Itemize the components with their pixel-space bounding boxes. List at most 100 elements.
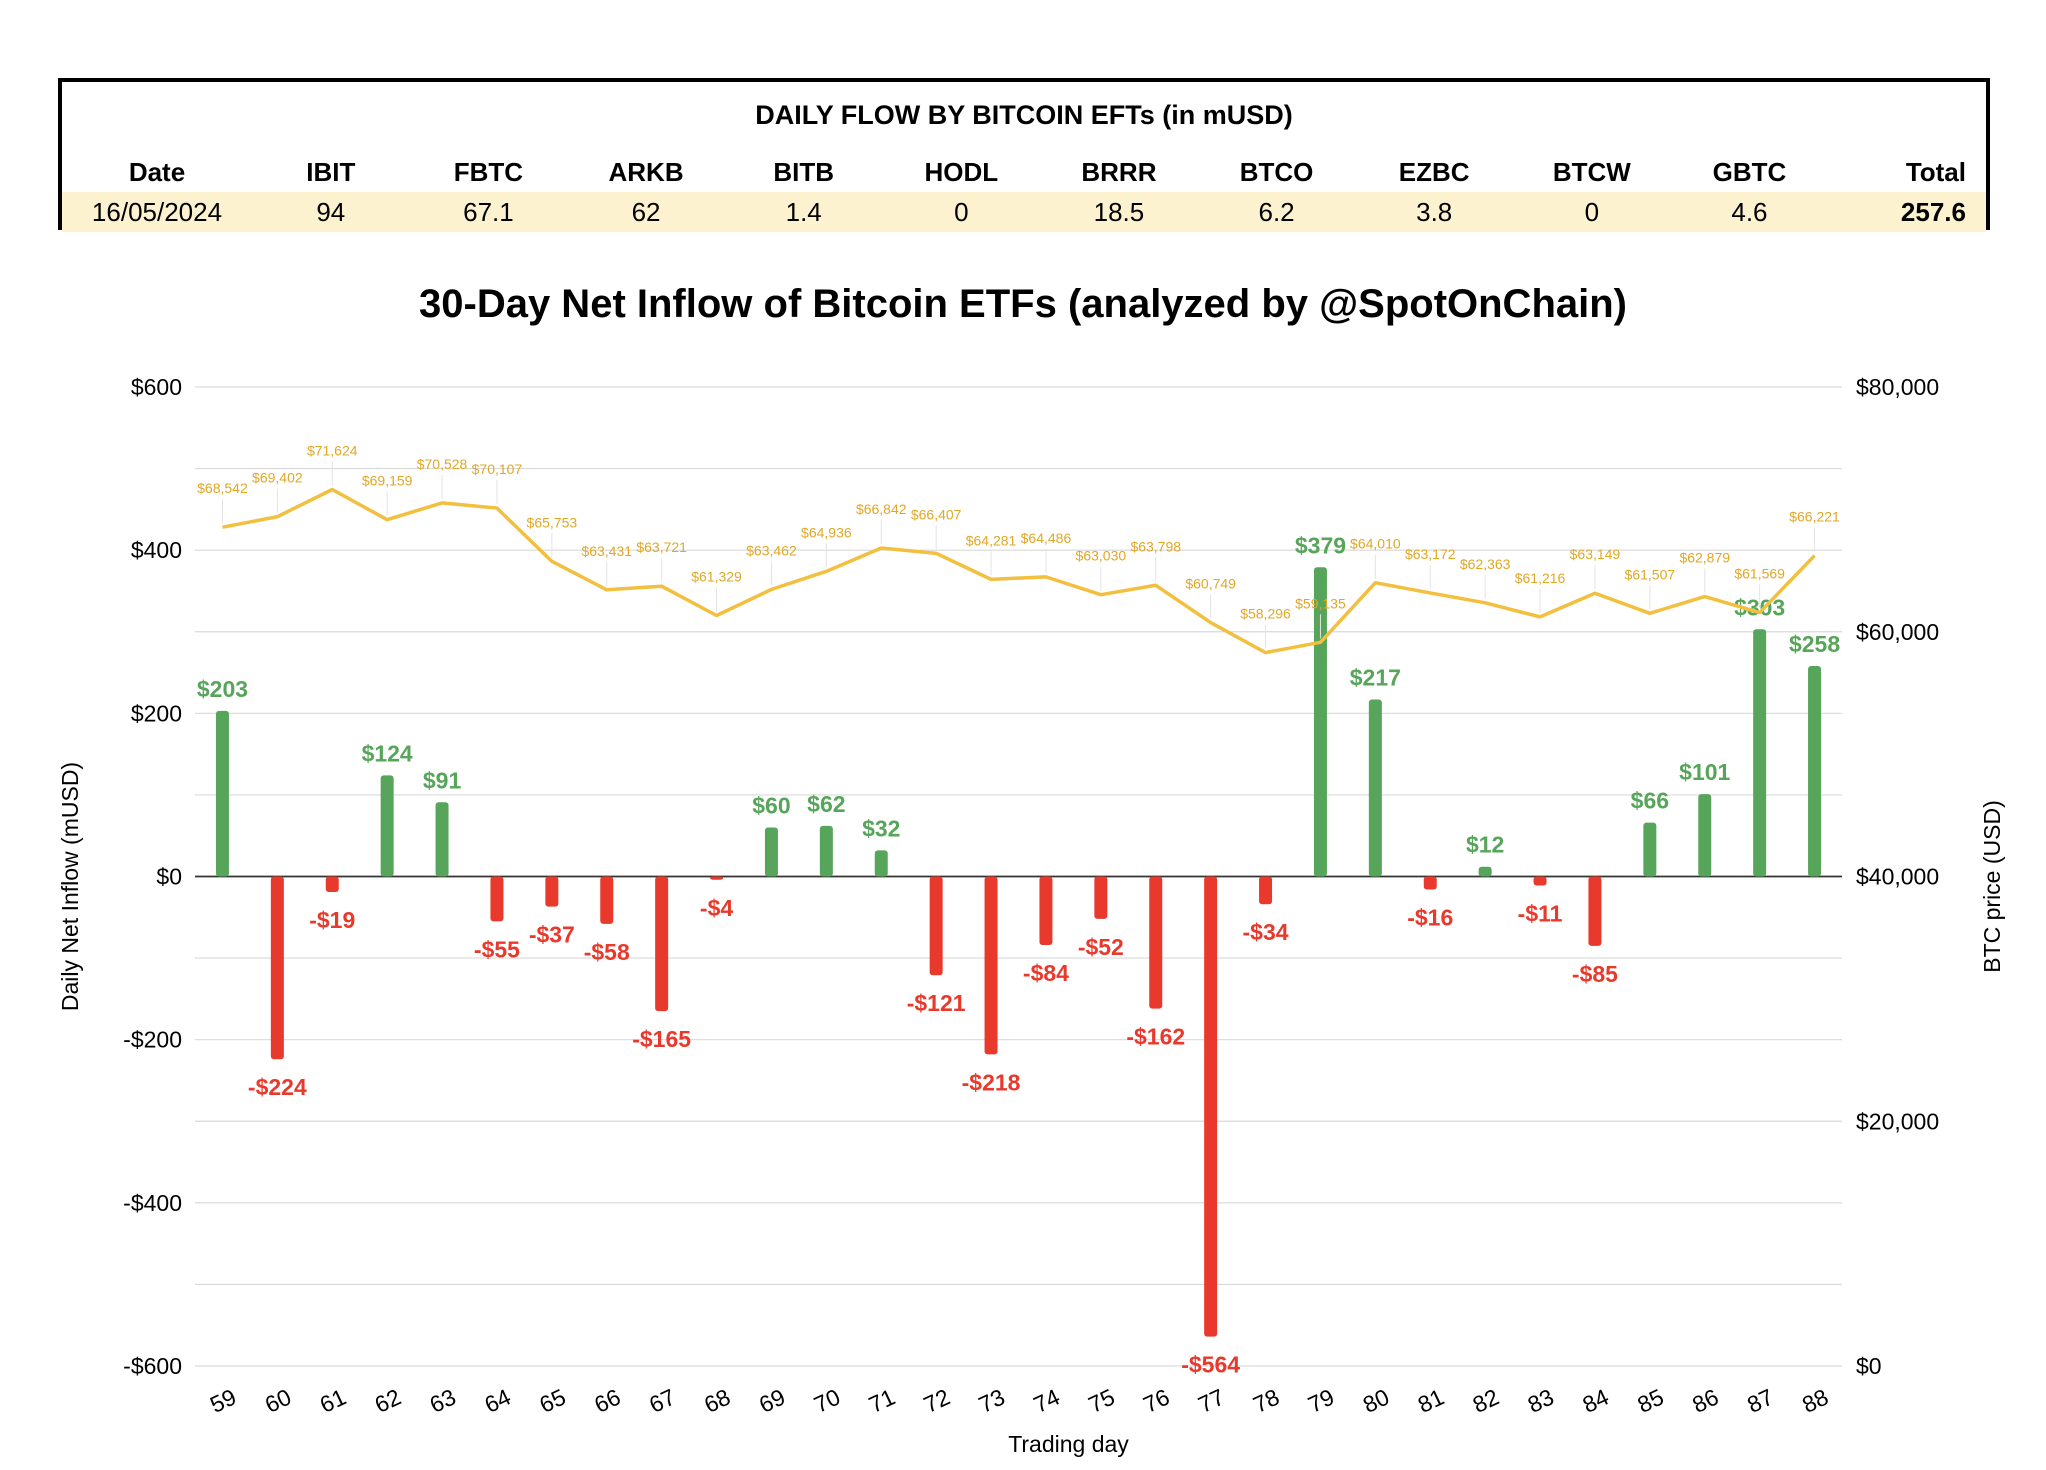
- inflow-bar: [874, 850, 888, 877]
- btc-price-label: $66,842: [856, 501, 907, 517]
- btc-price-label: $59,135: [1295, 595, 1346, 611]
- inflow-bar: [1643, 822, 1657, 877]
- x-tick-label: 65: [535, 1384, 569, 1418]
- btc-price-label: $70,107: [472, 461, 523, 477]
- x-tick-label: 66: [590, 1384, 624, 1418]
- inflow-bar: [1808, 666, 1822, 877]
- x-tick-label: 84: [1578, 1383, 1612, 1417]
- inflow-data-label: -$121: [907, 990, 966, 1016]
- y-tick-label: $400: [131, 537, 182, 563]
- inflow-data-label: $12: [1466, 832, 1504, 858]
- inflow-bar: [1423, 876, 1437, 890]
- inflow-data-label: $124: [362, 740, 413, 766]
- inflow-data-label: -$564: [1181, 1352, 1240, 1378]
- inflow-data-label: -$224: [248, 1074, 307, 1100]
- inflow-data-label: -$16: [1407, 905, 1453, 931]
- inflow-data-label: -$37: [529, 922, 575, 948]
- inflow-data-label: $379: [1295, 532, 1346, 558]
- header-bitb: BITB: [773, 156, 835, 187]
- header-ibit: IBIT: [306, 156, 356, 187]
- header-hodl: HODL: [924, 156, 999, 187]
- header-btcw: BTCW: [1552, 156, 1631, 187]
- inflow-data-label: -$58: [584, 939, 630, 965]
- cell-bitb: 1.4: [724, 192, 883, 232]
- x-tick-label: 60: [261, 1384, 295, 1418]
- x-tick-label: 81: [1414, 1384, 1448, 1418]
- inflow-bar: [435, 802, 449, 877]
- inflow-bar: [490, 876, 504, 922]
- btc-price-label: $61,329: [691, 568, 742, 584]
- inflow-bar: [1478, 866, 1492, 877]
- y-axis-title: Daily Net Inflow (mUSD): [57, 762, 83, 1011]
- inflow-data-label: $217: [1350, 664, 1401, 690]
- btc-price-label: $63,149: [1570, 546, 1621, 562]
- btc-price-label: $63,172: [1405, 546, 1456, 562]
- inflow-bar: [1533, 876, 1547, 886]
- btc-price-label: $64,281: [966, 532, 1017, 548]
- inflow-bar: [270, 876, 284, 1060]
- x-tick-label: 77: [1194, 1384, 1228, 1418]
- table-title: DAILY FLOW BY BITCOIN EFTs (in mUSD): [755, 100, 1293, 130]
- inflow-data-label: -$84: [1023, 960, 1069, 986]
- cell-brrr: 18.5: [1040, 192, 1198, 232]
- header-brrr: BRRR: [1081, 156, 1157, 187]
- inflow-data-label: -$19: [309, 907, 355, 933]
- btc-price-label: $61,216: [1515, 570, 1566, 586]
- header-arkb: ARKB: [608, 156, 684, 187]
- btc-price-label: $66,407: [911, 506, 962, 522]
- cell-fbtc: 67.1: [409, 192, 568, 232]
- inflow-data-label: -$165: [632, 1026, 691, 1052]
- inflow-data-label: -$4: [700, 895, 733, 921]
- daily-flow-table: DAILY FLOW BY BITCOIN EFTs (in mUSD) Dat…: [58, 78, 1990, 232]
- btc-price-label: $64,936: [801, 524, 852, 540]
- btc-price-label: $70,528: [417, 456, 468, 472]
- btc-price-line: [222, 487, 1816, 655]
- inflow-bar: [1753, 629, 1767, 877]
- inflow-bar: [380, 775, 394, 877]
- y-tick-label: -$400: [123, 1190, 182, 1216]
- btc-price-label: $63,431: [581, 543, 632, 559]
- btc-price-label: $63,462: [746, 542, 797, 558]
- x-tick-label: 70: [810, 1384, 844, 1418]
- x-tick-label: 88: [1798, 1384, 1832, 1418]
- x-tick-label: 85: [1633, 1384, 1667, 1418]
- inflow-data-label: $62: [807, 791, 845, 817]
- x-tick-label: 73: [975, 1384, 1009, 1418]
- inflow-data-label: $203: [197, 676, 248, 702]
- inflow-data-label: -$52: [1078, 934, 1124, 960]
- x-tick-label: 83: [1524, 1384, 1558, 1418]
- y-tick-label: -$200: [123, 1027, 182, 1053]
- y2-tick-label: $20,000: [1856, 1108, 1939, 1134]
- x-tick-label: 64: [480, 1383, 514, 1417]
- table-data-row: 16/05/2024 94 67.1 62 1.4 0 18.5 6.2 3.8…: [62, 192, 1986, 232]
- chart-title: 30-Day Net Inflow of Bitcoin ETFs (analy…: [419, 282, 1627, 326]
- y2-tick-label: $40,000: [1856, 864, 1939, 890]
- header-gbtc: GBTC: [1712, 156, 1787, 187]
- inflow-bar: [984, 876, 998, 1055]
- cell-ibit: 94: [252, 192, 410, 232]
- header-btco: BTCO: [1239, 156, 1314, 187]
- header-total: Total: [1905, 156, 1966, 187]
- header-fbtc: FBTC: [453, 156, 524, 187]
- inflow-bar: [710, 876, 724, 880]
- x-tick-label: 75: [1084, 1384, 1118, 1418]
- btc-price-label: $64,486: [1021, 530, 1072, 546]
- btc-price-label: $61,507: [1625, 566, 1676, 582]
- table-header-row: Date IBIT FBTC ARKB BITB HODL BRRR BTCO …: [62, 152, 1986, 192]
- inflow-bar: [819, 825, 833, 877]
- inflow-data-label: -$11: [1518, 900, 1563, 926]
- inflow-data-label: -$218: [962, 1069, 1021, 1095]
- btc-price-label: $63,721: [636, 539, 687, 555]
- x-axis-title: Trading day: [1008, 1431, 1129, 1457]
- cell-arkb: 62: [567, 192, 725, 232]
- x-tick-label: 78: [1249, 1384, 1283, 1418]
- inflow-data-label: $91: [423, 767, 462, 793]
- btc-price-label: $58,296: [1240, 606, 1291, 622]
- header-date: Date: [128, 156, 186, 187]
- x-tick-label: 68: [700, 1384, 734, 1418]
- y2-tick-label: $0: [1856, 1353, 1882, 1379]
- inflow-bar: [929, 876, 943, 976]
- btc-price-label: $60,749: [1185, 576, 1236, 592]
- x-tick-label: 59: [206, 1384, 240, 1418]
- y-tick-label: -$600: [123, 1353, 182, 1379]
